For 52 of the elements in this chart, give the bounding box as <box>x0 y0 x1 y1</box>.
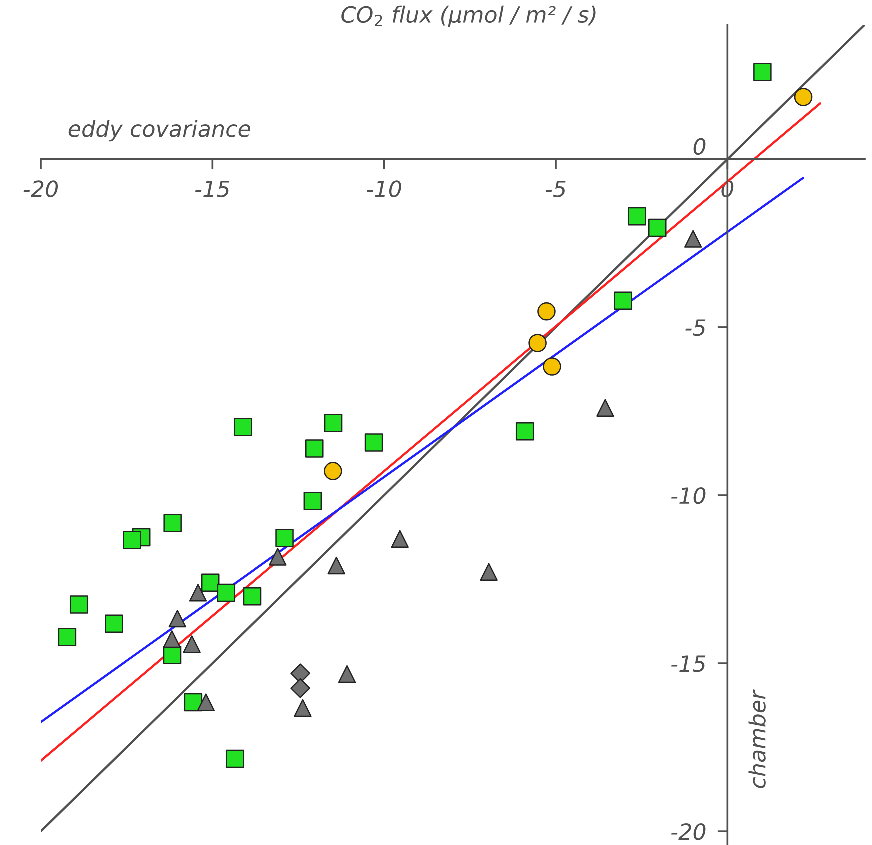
point <box>306 440 324 458</box>
point <box>168 610 186 628</box>
point <box>243 588 262 606</box>
point <box>294 699 312 718</box>
point <box>276 529 294 548</box>
x-tick-label: -20 <box>24 180 58 198</box>
point <box>163 630 181 648</box>
y-axis-title: chamber <box>748 690 766 788</box>
x-axis-title: eddy covariance <box>68 120 250 142</box>
point <box>105 614 124 633</box>
point <box>596 399 614 417</box>
y-tick-label: 0 <box>694 138 706 156</box>
point <box>516 422 534 441</box>
y-tick-label: -15 <box>672 656 706 672</box>
y-tick-label: -20 <box>672 824 706 840</box>
point <box>538 302 556 321</box>
point <box>614 292 632 310</box>
point <box>164 514 182 533</box>
chart-title: CO$_{2}$ flux (μmol / m² / s) <box>342 6 596 28</box>
point <box>324 462 342 480</box>
point <box>324 414 343 432</box>
point <box>648 218 667 238</box>
y-tick-label: -10 <box>672 487 706 504</box>
point <box>234 418 252 436</box>
point <box>70 596 88 614</box>
point <box>338 665 356 684</box>
point <box>304 492 322 510</box>
point <box>754 63 772 82</box>
point <box>328 556 346 575</box>
x-tick-label: -15 <box>196 180 230 198</box>
point <box>543 358 562 376</box>
point <box>226 750 244 768</box>
y-tick-label: -5 <box>686 320 706 336</box>
point <box>269 548 287 566</box>
point <box>163 646 182 664</box>
point <box>189 584 208 602</box>
point <box>58 628 77 646</box>
point <box>123 531 142 550</box>
point <box>201 574 220 592</box>
x-tick-label: -10 <box>367 180 402 198</box>
point <box>794 88 813 106</box>
x-tick-label: -5 <box>546 180 566 198</box>
point <box>290 678 310 698</box>
point <box>183 636 201 654</box>
point <box>480 563 498 581</box>
point <box>628 207 646 226</box>
point <box>217 584 236 602</box>
point <box>197 694 215 712</box>
point <box>391 530 409 548</box>
point <box>528 334 547 352</box>
point <box>364 434 384 452</box>
point <box>684 230 702 248</box>
